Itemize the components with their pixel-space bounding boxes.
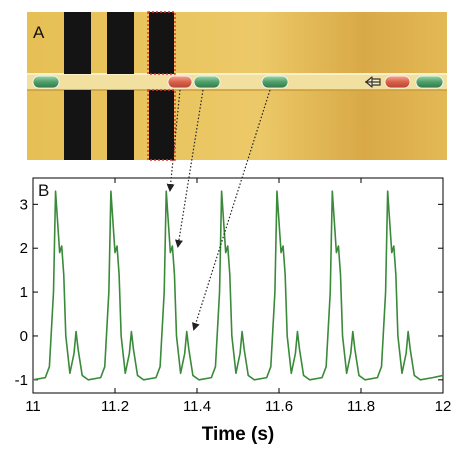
connector-arrows (166, 89, 271, 331)
droplet-red (167, 75, 193, 89)
arrow-left-icon (365, 76, 381, 88)
y-tick-label: 1 (20, 284, 28, 301)
y-axis: -1 0 1 2 3 (15, 196, 443, 389)
droplet-red (384, 75, 411, 89)
droplet-green (32, 75, 60, 89)
electrode-1-top (64, 12, 91, 74)
plot-frame (32, 177, 444, 394)
droplet-green (415, 75, 444, 89)
y-tick-label: -1 (15, 372, 28, 389)
y-tick-label: 2 (20, 240, 28, 257)
panel-a-label: A (33, 23, 45, 42)
electrode-3-bottom-outline (147, 89, 176, 161)
electrode-2-bottom (107, 90, 134, 160)
x-tick-label: 11 (25, 398, 41, 415)
x-tick-label: 11.4 (183, 398, 211, 415)
electrode-1-bottom (64, 90, 91, 160)
electrode-3-bottom (149, 90, 174, 160)
droplet-green (261, 75, 289, 89)
droplet-green (193, 75, 221, 89)
electrode-3-top (149, 12, 174, 74)
electrode-2-top (107, 12, 134, 74)
x-tick-label: 11.6 (265, 398, 293, 415)
x-tick-label: 11.8 (347, 398, 375, 415)
panel-b-label: B (38, 181, 49, 200)
x-tick-label: 12 (435, 398, 452, 415)
y-tick-label: 3 (20, 196, 28, 213)
x-axis-title: Time (s) (202, 424, 275, 445)
series-line-signal (32, 190, 444, 381)
microchannel (27, 74, 447, 90)
x-axis: 11 11.2 11.4 11.6 11.8 12 (25, 178, 451, 415)
y-tick-label: 0 (20, 328, 28, 345)
panel-a: A (27, 11, 447, 161)
electrode-3-top-outline (147, 11, 176, 75)
x-tick-label: 11.2 (101, 398, 129, 415)
connector-arrow-peak (166, 89, 181, 192)
